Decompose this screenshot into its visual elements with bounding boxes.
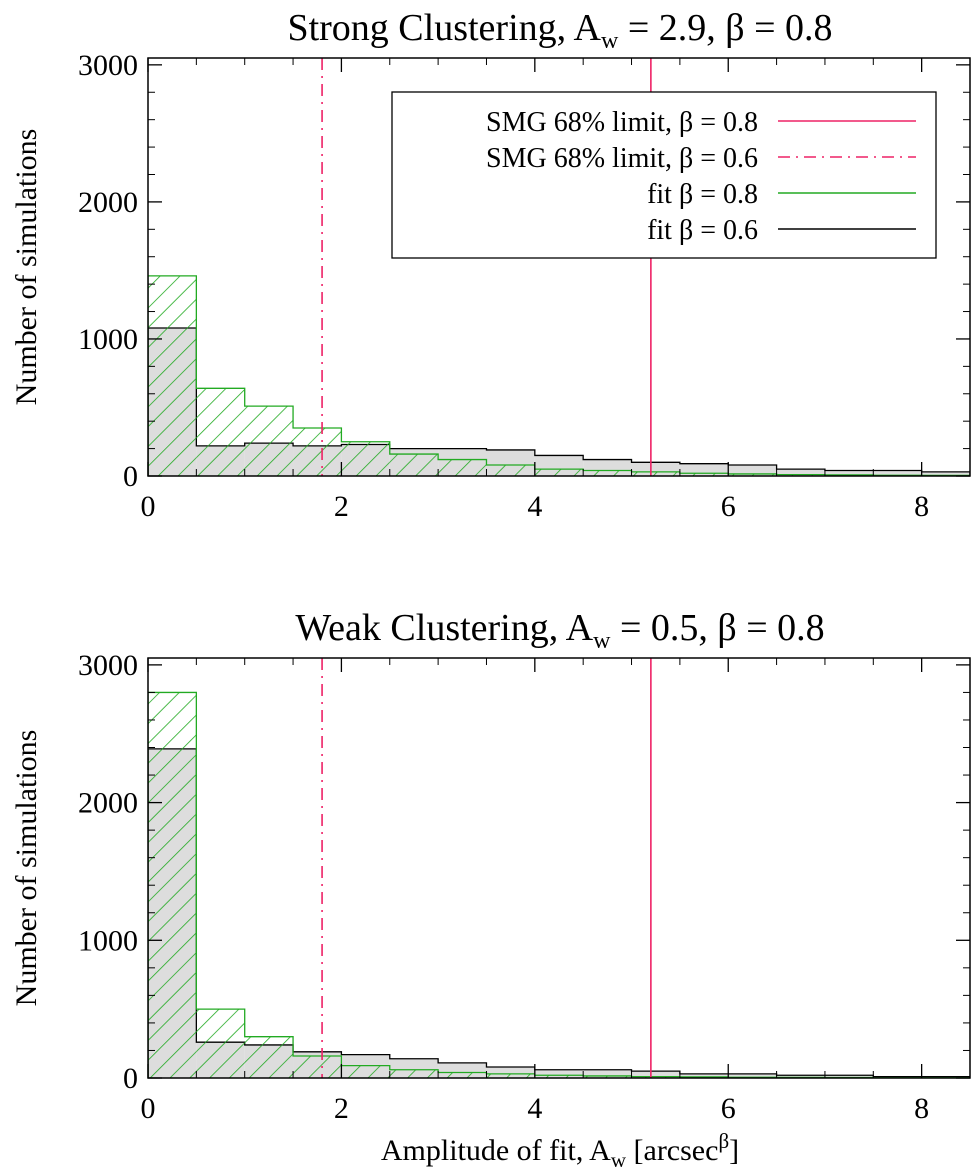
top-bar-beta08-bin-10 [631, 471, 680, 476]
bottom-x-tick-label: 8 [914, 1092, 929, 1125]
top-bar-beta08-bin-6 [438, 459, 487, 476]
top-bar-beta08-bin-7 [486, 465, 535, 476]
bottom-y-tick-label: 0 [123, 1062, 138, 1095]
bottom-bar-beta06-bin-10 [631, 1071, 680, 1078]
bottom-x-tick-label: 6 [721, 1092, 736, 1125]
bottom-chart-title: Weak Clustering, Aw = 0.5, β = 0.8 [295, 607, 824, 654]
bottom-bar-beta08-bin-7 [486, 1073, 535, 1078]
top-outline-beta08 [148, 275, 970, 476]
bottom-x-tick-label: 2 [334, 1092, 349, 1125]
top-bar-beta08-bin-0 [148, 275, 197, 476]
bottom-bar-beta06-bin-7 [486, 1066, 535, 1078]
top-x-tick-label: 4 [527, 490, 542, 523]
legend-label: SMG 68% limit, β = 0.6 [486, 143, 758, 174]
top-bar-beta08-bin-9 [583, 470, 632, 476]
bottom-bar-beta08-bin-0 [148, 692, 197, 1078]
top-bar-beta06-bin-12 [728, 465, 777, 476]
top-plot-frame [147, 57, 971, 477]
bottom-bar-beta08-bin-3 [293, 1055, 342, 1078]
bottom-bar-beta06-bin-14 [824, 1075, 874, 1078]
top-bar-beta08-bin-8 [534, 469, 584, 476]
bottom-bar-beta08-bin-2 [244, 1036, 294, 1078]
legend-label: fit β = 0.8 [647, 179, 758, 210]
top-bar-beta06-bin-16 [921, 471, 970, 476]
top-x-tick-label: 8 [914, 490, 929, 523]
bottom-bar-beta08-bin-8 [534, 1075, 584, 1078]
bottom-bar-beta08-bin-6 [438, 1072, 487, 1078]
top-x-tick-label: 2 [334, 490, 349, 523]
bottom-outline-beta08 [148, 691, 970, 1078]
top-bar-beta06-bin-13 [776, 469, 825, 476]
top-bar-beta06-bin-15 [873, 470, 922, 476]
bottom-y-axis-label: Number of simulations [10, 730, 43, 1007]
legend-label: fit β = 0.6 [647, 215, 758, 246]
top-x-tick-label: 6 [721, 490, 736, 523]
bottom-x-tick-label: 4 [527, 1092, 542, 1125]
top-y-tick-label: 0 [123, 460, 138, 493]
top-bar-beta08-bin-1 [196, 388, 245, 476]
top-panel: 0 2 4 6 8 0 1000 2000 3000 Strong Clustering, Aw… [10, 7, 971, 523]
bottom-limit-lines [321, 658, 652, 1078]
top-y-tick-label: 1000 [78, 323, 138, 356]
legend-box [391, 91, 937, 259]
top-bar-beta08-bin-4 [341, 441, 390, 476]
bottom-bar-beta08-bin-9 [583, 1075, 632, 1078]
bottom-outline-beta06 [148, 748, 970, 1078]
bottom-bar-beta06-bin-8 [534, 1069, 584, 1078]
bottom-y-tick-label: 1000 [78, 924, 138, 957]
bottom-y-tick-label: 3000 [78, 649, 138, 682]
top-bar-beta08-bin-12 [728, 473, 777, 476]
bottom-bar-beta06-bin-11 [679, 1073, 729, 1078]
legend-label: SMG 68% limit, β = 0.8 [486, 107, 758, 138]
top-histograms [148, 275, 970, 476]
bottom-histograms [148, 691, 970, 1078]
top-bar-beta08-bin-2 [244, 406, 294, 476]
top-chart-title: Strong Clustering, Aw = 2.9, β = 0.8 [287, 7, 832, 54]
bottom-axis-ticks: 0 2 4 6 8 0 1000 2000 3000 [78, 649, 971, 1125]
top-y-tick-label: 3000 [78, 49, 138, 82]
bottom-bar-beta06-bin-12 [728, 1073, 777, 1078]
top-bar-beta06-bin-14 [824, 470, 874, 476]
bottom-bar-beta08-bin-1 [196, 1009, 245, 1078]
bottom-bar-beta08-bin-5 [389, 1069, 439, 1078]
bottom-bar-beta06-bin-9 [583, 1069, 632, 1078]
top-legend: SMG 68% limit, β = 0.8 SMG 68% limit, β =… [391, 91, 937, 259]
top-y-axis-label: Number of simulations [10, 129, 43, 406]
top-y-tick-label: 2000 [78, 186, 138, 219]
bottom-y-tick-label: 2000 [78, 787, 138, 820]
top-x-tick-label: 0 [141, 490, 156, 523]
top-axis-ticks: 0 2 4 6 8 0 1000 2000 3000 [78, 49, 971, 523]
bottom-bar-beta06-bin-13 [776, 1075, 825, 1078]
bottom-plot-frame [147, 657, 971, 1079]
bottom-bar-beta08-bin-4 [341, 1065, 390, 1078]
top-bar-beta08-bin-5 [389, 454, 439, 476]
bottom-panel: 0 2 4 6 8 0 1000 2000 3000 Weak Clustering, Aw =… [10, 607, 971, 1172]
top-bar-beta08-bin-11 [679, 473, 729, 476]
bottom-x-tick-label: 0 [141, 1092, 156, 1125]
bottom-x-axis-label: Amplitude of fit, Aw [arcsecβ] [381, 1129, 739, 1172]
top-bar-beta08-bin-3 [293, 428, 342, 476]
